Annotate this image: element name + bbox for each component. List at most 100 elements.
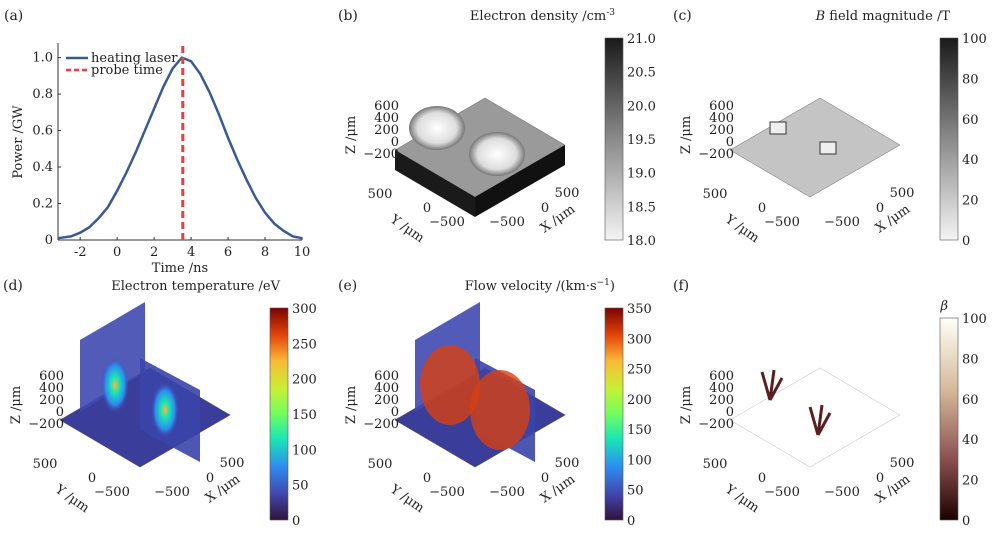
y-tick-label: −500 bbox=[764, 485, 800, 500]
y-tick-label: 0 bbox=[423, 471, 431, 486]
y-tick-label: 0.6 bbox=[32, 124, 53, 139]
y-tick-label: 0 bbox=[45, 233, 53, 248]
colorbar-tick-label: 300 bbox=[627, 332, 652, 347]
colorbar-tick-label: 350 bbox=[627, 302, 652, 317]
colorbar-tick-label: 100 bbox=[962, 32, 987, 47]
colorbar-tick-label: 19.0 bbox=[627, 167, 656, 182]
density-dome bbox=[469, 132, 525, 176]
x-tick-label: 500 bbox=[890, 186, 915, 201]
z-tick-label: 400 bbox=[374, 111, 399, 126]
y-axis-label: Power /GW bbox=[11, 105, 26, 179]
z-axis-label: Z /μm bbox=[344, 116, 359, 154]
colorbar-tick-label: 250 bbox=[292, 337, 317, 352]
z-tick-label: 0 bbox=[391, 405, 399, 420]
z-tick-label: 200 bbox=[709, 393, 734, 408]
y-tick-label: 500 bbox=[368, 187, 393, 202]
y-axis-label: Y /μm bbox=[386, 482, 426, 517]
hot-spot bbox=[101, 357, 129, 413]
colorbar-tick-label: 18.5 bbox=[627, 200, 656, 215]
x-tick-label: 500 bbox=[220, 456, 245, 471]
x-axis-label: Time /ns bbox=[152, 261, 208, 276]
slab-side bbox=[395, 150, 475, 217]
x-tick-label: −500 bbox=[824, 215, 860, 230]
x-tick-label: 0 bbox=[541, 471, 549, 486]
z-tick-label: 200 bbox=[39, 393, 64, 408]
colorbar-tick-label: 300 bbox=[292, 302, 317, 317]
z-tick-label: 600 bbox=[374, 99, 399, 114]
y-tick-label: 500 bbox=[33, 457, 58, 472]
beta-isosurface bbox=[808, 404, 832, 436]
colorbar-tick-label: 60 bbox=[962, 393, 979, 408]
y-tick-label: 0.8 bbox=[32, 87, 53, 102]
panel-d: (d) Electron temperature /eV 300 250 200 150 1… bbox=[3, 278, 317, 529]
z-tick-label: 200 bbox=[374, 393, 399, 408]
y-tick-label: 0.2 bbox=[32, 197, 53, 212]
colorbar-tick-label: 20 bbox=[962, 474, 979, 489]
x-tick-label: 6 bbox=[224, 245, 232, 260]
colorbar bbox=[269, 307, 289, 521]
colorbar-tick-label: 20.0 bbox=[627, 99, 656, 114]
colorbar bbox=[939, 317, 959, 521]
x-tick-label: −500 bbox=[489, 485, 525, 500]
colorbar-tick-label: 0 bbox=[627, 514, 635, 529]
x-tick-label: 2 bbox=[150, 245, 158, 260]
colorbar-tick-label: 200 bbox=[292, 373, 317, 388]
z-tick-label: 600 bbox=[709, 369, 734, 384]
z-tick-label: −200 bbox=[28, 417, 64, 432]
legend-label: heating laser bbox=[91, 51, 178, 66]
chart-title: Flow velocity /(km·s−1) bbox=[465, 278, 615, 294]
field-ring bbox=[819, 141, 837, 155]
y-tick-label: 0 bbox=[423, 201, 431, 216]
y-tick-label: −500 bbox=[429, 215, 465, 230]
z-axis-label: Z /μm bbox=[344, 386, 359, 424]
beta-isosurface bbox=[760, 369, 784, 401]
x-tick-label: 0 bbox=[206, 471, 214, 486]
colorbar-tick-label: 0 bbox=[292, 514, 300, 529]
flow-jet bbox=[470, 370, 530, 450]
z-tick-label: 400 bbox=[374, 381, 399, 396]
z-tick-label: 0 bbox=[391, 135, 399, 150]
y-tick-label: 0 bbox=[758, 201, 766, 216]
chart-title: β bbox=[939, 299, 948, 314]
surface-top bbox=[729, 97, 901, 198]
z-axis-label: Z /μm bbox=[9, 386, 24, 424]
z-tick-label: 600 bbox=[39, 369, 64, 384]
panel-label: (a) bbox=[4, 8, 23, 24]
x-tick-label: −500 bbox=[824, 485, 860, 500]
y-tick-label: 0 bbox=[758, 471, 766, 486]
panel-label: (d) bbox=[3, 278, 23, 294]
colorbar bbox=[939, 37, 959, 241]
colorbar-tick-label: 0 bbox=[962, 234, 970, 249]
z-tick-label: 0 bbox=[726, 135, 734, 150]
colorbar-tick-label: 150 bbox=[627, 423, 652, 438]
colorbar-tick-label: 80 bbox=[962, 352, 979, 367]
x-tick-label: 0 bbox=[876, 471, 884, 486]
z-tick-label: 200 bbox=[374, 123, 399, 138]
field-ring bbox=[769, 121, 787, 135]
legend-label: probe time bbox=[91, 63, 163, 78]
y-tick-label: 0 bbox=[88, 471, 96, 486]
y-tick-label: −500 bbox=[429, 485, 465, 500]
x-tick-label: −500 bbox=[489, 215, 525, 230]
z-tick-label: 0 bbox=[56, 405, 64, 420]
x-tick-label: 8 bbox=[261, 245, 269, 260]
panel-label: (b) bbox=[338, 8, 358, 24]
chart-title: Electron temperature /eV bbox=[111, 279, 280, 294]
z-axis-label: Z /μm bbox=[679, 386, 694, 424]
z-tick-label: −200 bbox=[698, 147, 734, 162]
slice-wall bbox=[80, 302, 145, 412]
y-tick-label: 500 bbox=[368, 457, 393, 472]
x-tick-label: 500 bbox=[890, 456, 915, 471]
colorbar-tick-label: 20 bbox=[962, 194, 979, 209]
colorbar-tick-label: 19.5 bbox=[627, 133, 656, 148]
x-tick-label: 10 bbox=[294, 245, 311, 260]
colorbar-tick-label: 50 bbox=[627, 484, 644, 499]
x-tick-label: -2 bbox=[74, 245, 87, 260]
flow-jet bbox=[420, 345, 480, 425]
panel-label: (c) bbox=[673, 8, 692, 24]
slice-plane bbox=[729, 367, 901, 468]
panel-label: (e) bbox=[338, 278, 357, 294]
